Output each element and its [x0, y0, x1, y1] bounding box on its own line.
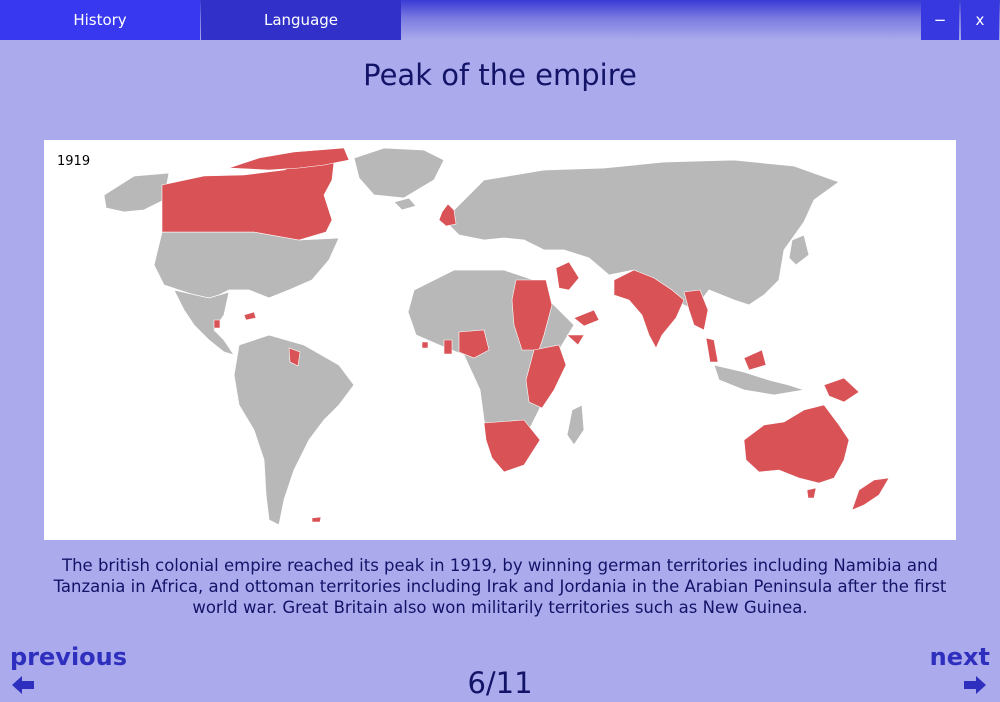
map-empire-india — [613, 269, 685, 349]
map-land-greenland — [353, 147, 445, 199]
arrow-left-icon[interactable] — [10, 674, 36, 696]
map-empire-middle-east — [555, 261, 580, 291]
map-land-iceland — [393, 197, 417, 211]
arrow-right-icon[interactable] — [962, 674, 988, 696]
top-menu-bar: History Language − x — [0, 0, 1000, 40]
map-empire-new-guinea — [823, 377, 860, 403]
map-empire-sierra-leone — [421, 341, 429, 349]
map-empire-somaliland — [566, 334, 585, 346]
page-counter: 6/11 — [467, 666, 533, 700]
map-land-indonesia — [713, 364, 805, 396]
minimize-button[interactable]: − — [921, 0, 959, 40]
tab-language[interactable]: Language — [201, 0, 401, 40]
next-button[interactable]: next — [929, 643, 990, 671]
map-empire-belize — [213, 319, 221, 329]
slide-caption: The british colonial empire reached its … — [53, 556, 947, 617]
map-empire-caribbean — [243, 311, 257, 321]
map-empire-tasmania — [806, 487, 817, 499]
previous-button[interactable]: previous — [10, 643, 128, 671]
map-land-mexico — [173, 289, 235, 356]
map-empire-canada-islands — [228, 147, 350, 171]
map-land-south-america — [233, 334, 355, 526]
map-land-usa — [153, 231, 340, 301]
tab-history[interactable]: History — [0, 0, 200, 40]
map-empire-east-africa — [525, 344, 567, 409]
map-empire-southern-africa — [483, 419, 541, 473]
map-empire-malaya — [705, 337, 719, 363]
slide-title: Peak of the empire — [363, 58, 637, 92]
map-empire-aden — [573, 309, 600, 327]
map-empire-uk — [438, 203, 457, 227]
world-map: 1919 — [44, 140, 956, 540]
map-empire-north-borneo — [743, 349, 767, 371]
map-land-eurasia — [448, 159, 840, 311]
map-year-label: 1919 — [57, 154, 91, 169]
map-empire-australia — [743, 404, 850, 484]
world-map-graphic — [103, 147, 890, 526]
map-empire-nigeria — [458, 329, 490, 359]
close-button[interactable]: x — [961, 0, 999, 40]
map-land-alaska — [103, 172, 170, 213]
map-land-japan — [788, 234, 810, 266]
map-empire-falklands — [311, 516, 322, 523]
map-empire-gold-coast — [443, 339, 453, 355]
map-empire-guiana — [288, 347, 301, 367]
map-empire-new-zealand — [851, 477, 890, 511]
map-empire-canada — [161, 159, 335, 241]
map-empire-burma — [683, 289, 709, 331]
map-land-madagascar — [566, 404, 585, 446]
